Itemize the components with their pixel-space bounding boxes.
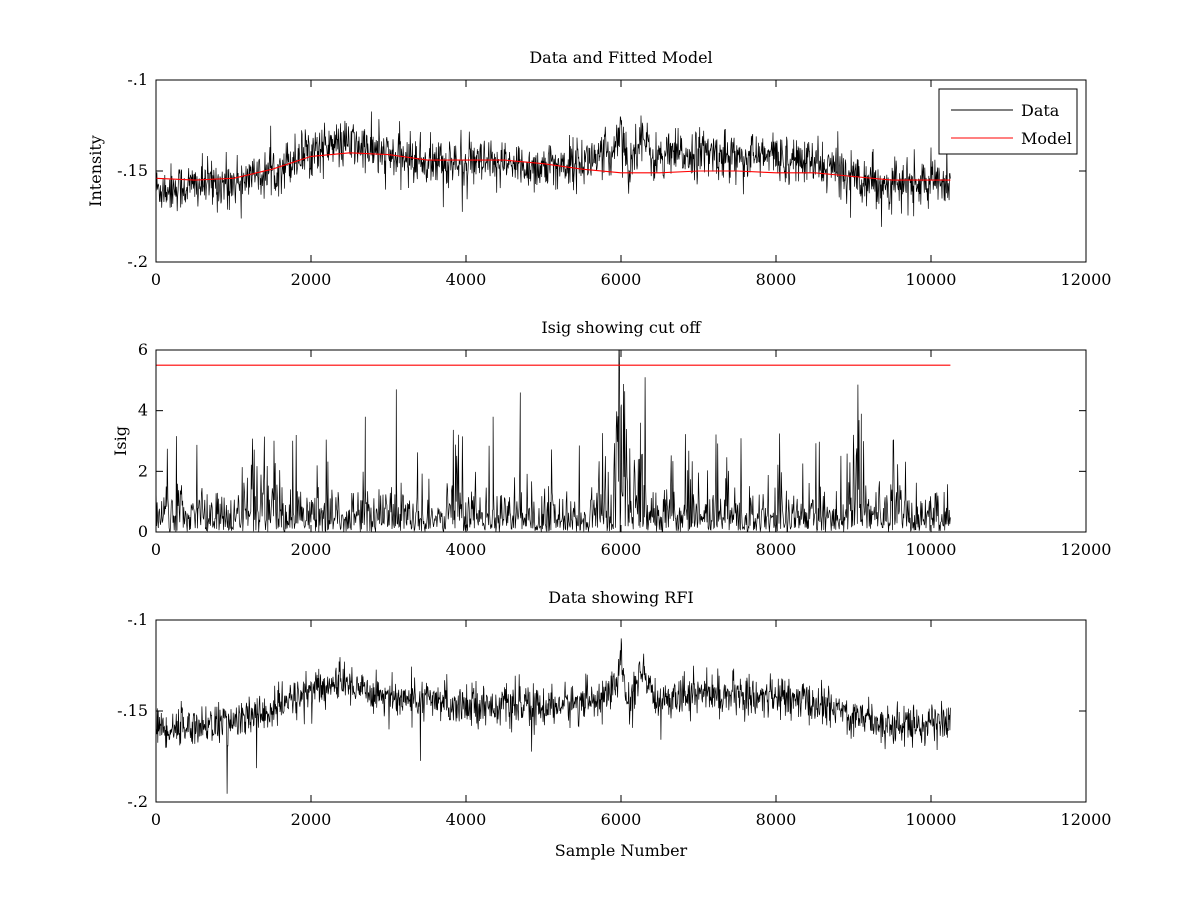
x-tick-label: 10000 xyxy=(906,540,957,559)
x-tick-label: 6000 xyxy=(601,540,642,559)
legend: Data Model xyxy=(938,88,1078,155)
x-tick-label: 10000 xyxy=(906,810,957,829)
chart-title: Data and Fitted Model xyxy=(529,48,712,67)
x-tick-label: 2000 xyxy=(291,540,332,559)
y-axis-label: Intensity xyxy=(86,135,105,207)
x-tick-label: 4000 xyxy=(446,810,487,829)
chart-title: Data showing RFI xyxy=(548,588,693,607)
x-tick-label: 8000 xyxy=(756,270,797,289)
y-axis-label: Isig xyxy=(111,426,130,456)
x-tick-label: 6000 xyxy=(601,810,642,829)
x-tick-label: 0 xyxy=(151,540,161,559)
y-tick-label: 6 xyxy=(138,340,148,359)
x-tick-label: 0 xyxy=(151,270,161,289)
y-tick-label: -.2 xyxy=(127,792,148,811)
series-line-1 xyxy=(156,350,951,532)
x-tick-label: 6000 xyxy=(601,270,642,289)
x-axis-label: Sample Number xyxy=(555,841,688,860)
series-line-1 xyxy=(156,638,951,794)
chart-title: Isig showing cut off xyxy=(541,318,702,337)
x-tick-label: 12000 xyxy=(1061,540,1112,559)
y-tick-label: -.1 xyxy=(127,70,148,89)
x-tick-label: 0 xyxy=(151,810,161,829)
series-line-model xyxy=(156,152,951,181)
x-tick-label: 2000 xyxy=(291,270,332,289)
y-tick-label: -.1 xyxy=(127,610,148,629)
x-tick-label: 8000 xyxy=(756,810,797,829)
chart-panel-3: 0 2000 4000 6000 8000 10000 12000 -.2 -.15 -.1 Dat… xyxy=(117,588,1111,860)
legend-label-data: Data xyxy=(1021,101,1060,120)
y-tick-label: -.15 xyxy=(117,701,148,720)
y-tick-label: 4 xyxy=(138,401,148,420)
x-tick-label: 10000 xyxy=(906,270,957,289)
chart-panel-2: 0 2000 4000 6000 8000 10000 12000 0 2 4 6 Isig show… xyxy=(111,318,1111,559)
x-tick-label: 12000 xyxy=(1061,810,1112,829)
y-tick-label: 0 xyxy=(138,522,148,541)
x-tick-label: 4000 xyxy=(446,270,487,289)
x-tick-label: 2000 xyxy=(291,810,332,829)
legend-box xyxy=(938,88,1078,155)
x-tick-label: 4000 xyxy=(446,540,487,559)
chart-panel-1: 0 2000 4000 6000 8000 10000 12000 -.2 -.15 -.1 Dat… xyxy=(86,48,1111,289)
y-tick-label: -.2 xyxy=(127,252,148,271)
y-tick-label: 2 xyxy=(138,461,148,480)
x-tick-label: 12000 xyxy=(1061,270,1112,289)
legend-label-model: Model xyxy=(1021,129,1072,148)
y-tick-label: -.15 xyxy=(117,161,148,180)
x-tick-label: 8000 xyxy=(756,540,797,559)
series-line-data xyxy=(156,111,951,227)
